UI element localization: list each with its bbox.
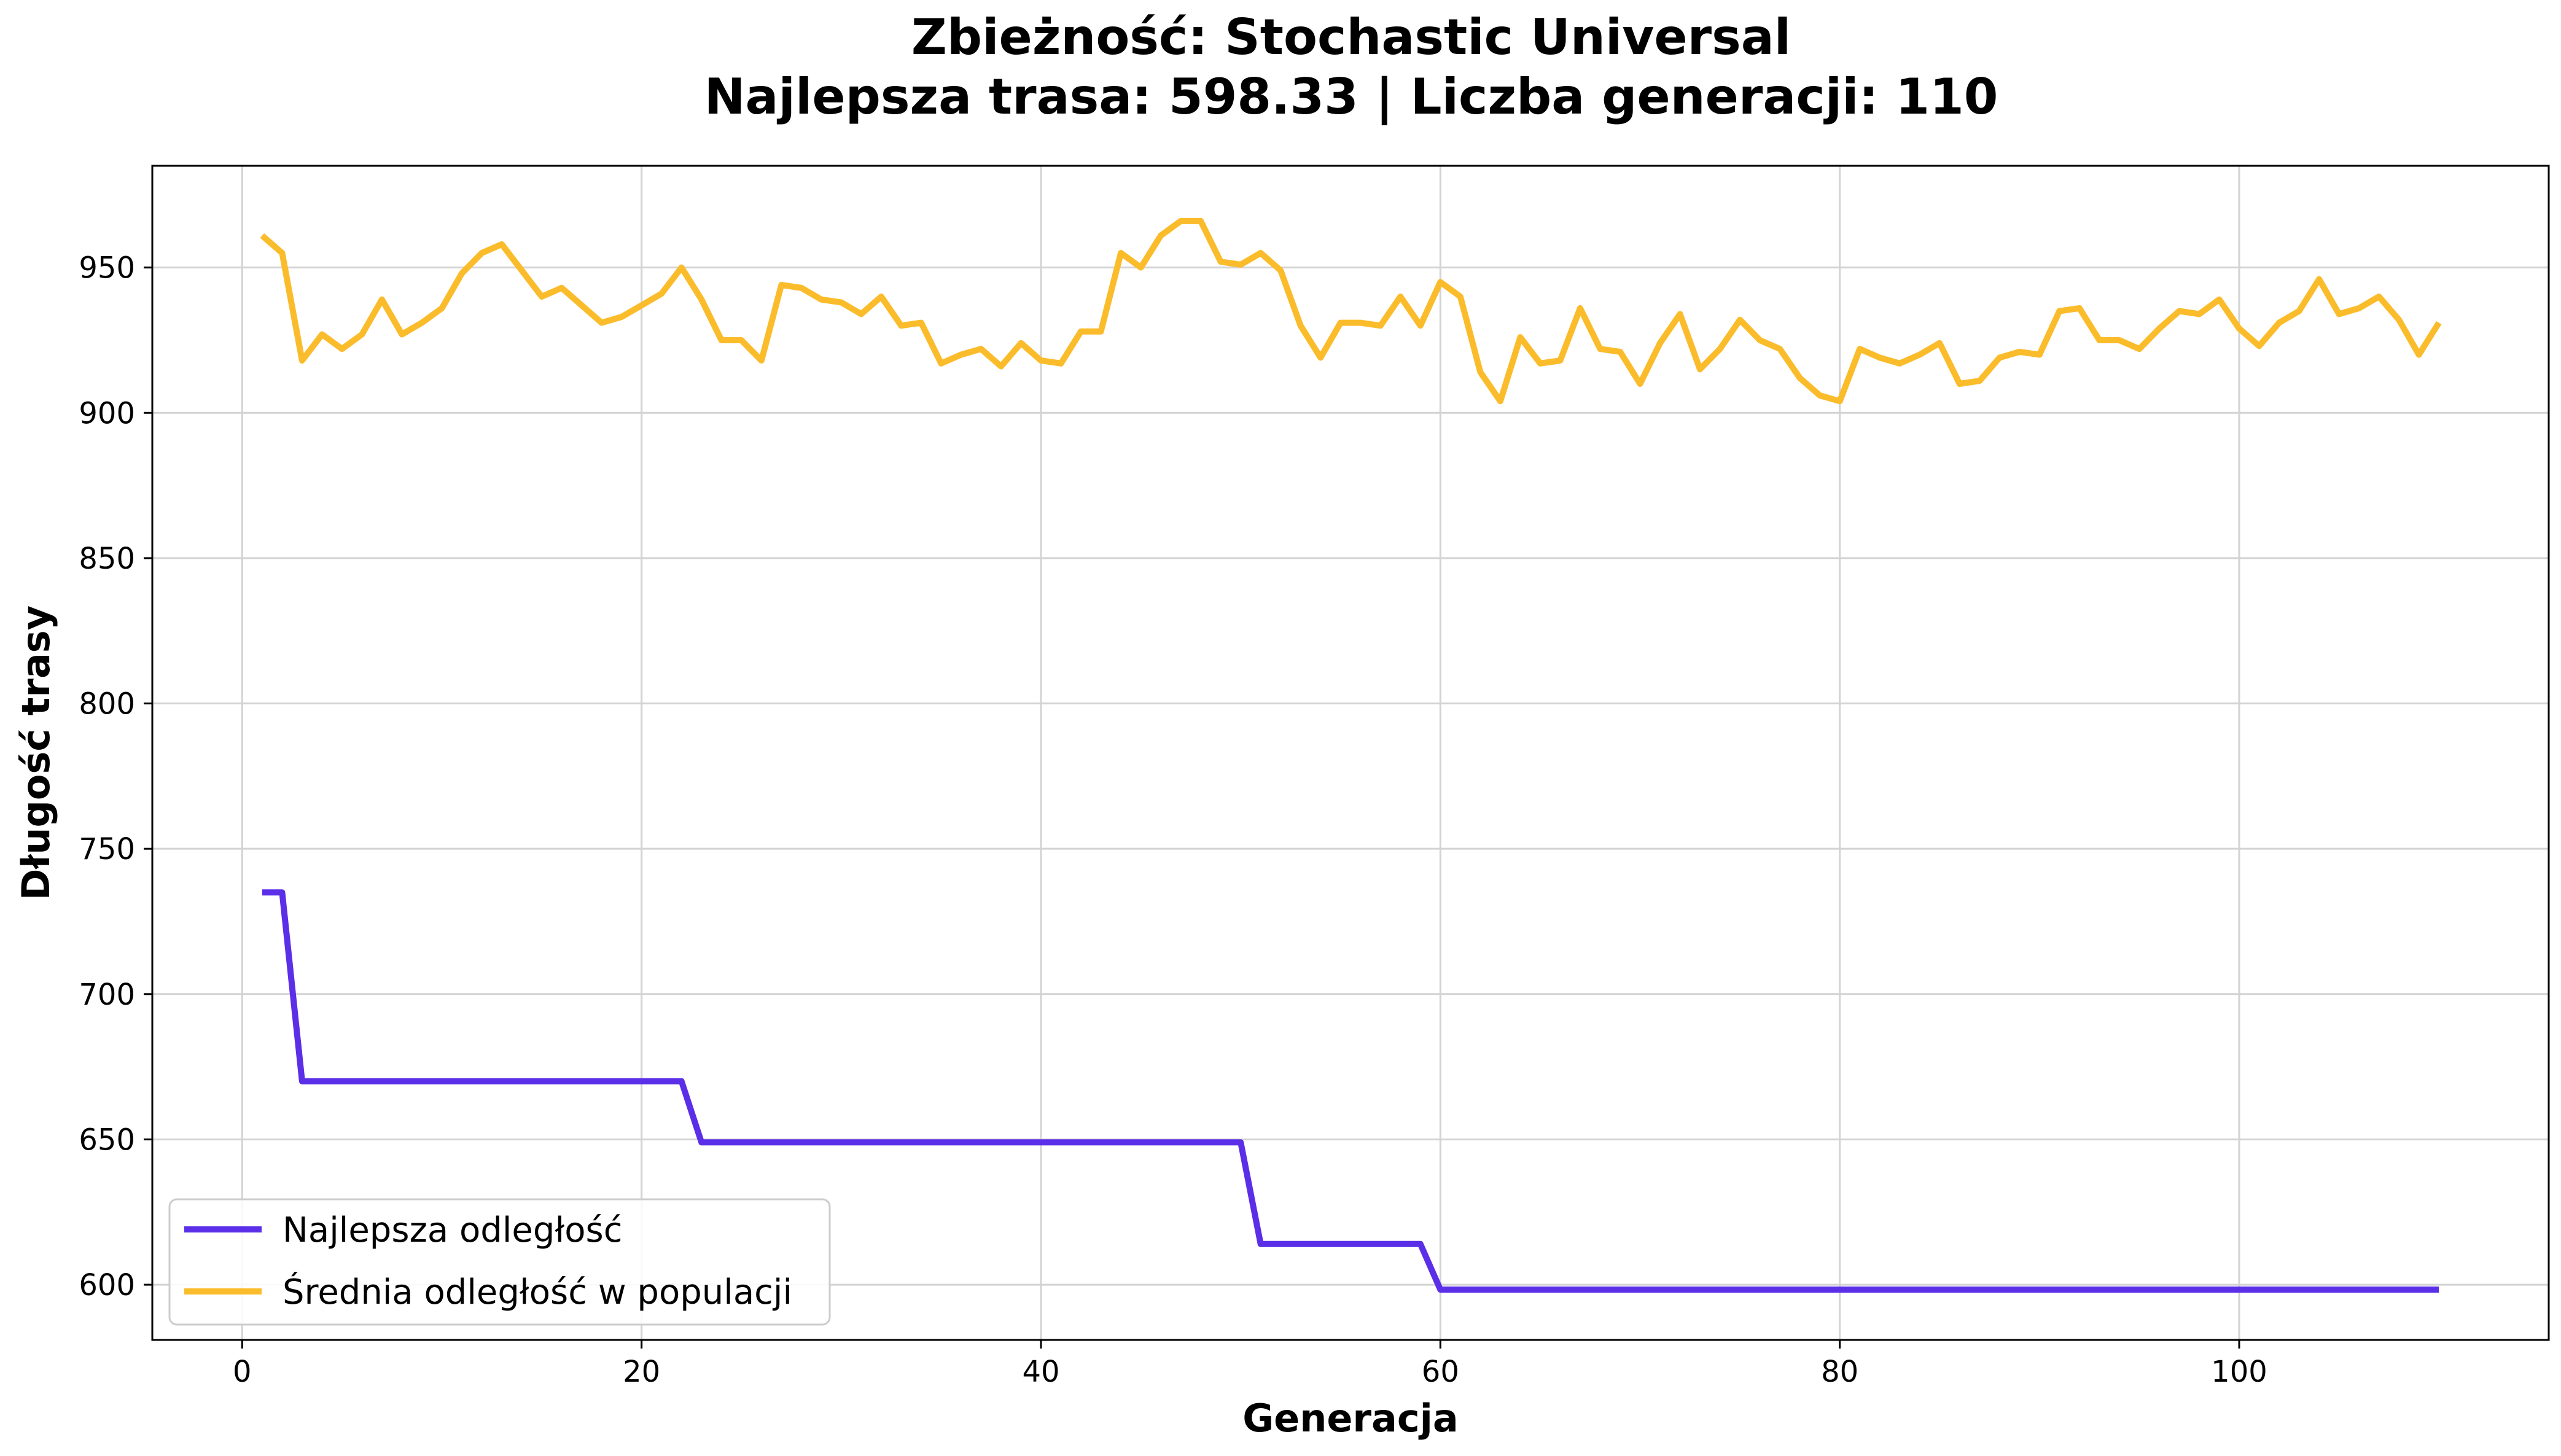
y-axis-label: Długość trasy [14,605,58,900]
y-tick-label: 900 [79,396,135,430]
legend: Najlepsza odległość Średnia odległość w … [168,1198,831,1326]
y-tick-label: 850 [79,542,135,576]
x-tick-label: 40 [1022,1355,1059,1389]
y-tick-label: 950 [79,251,135,286]
y-tick-label: 750 [79,832,135,866]
x-tick-label: 100 [2211,1355,2267,1389]
axis-ticks: 0 20 40 60 80 100 600 650 700 750 800 850 900 950 [79,251,2267,1389]
series-line-average-distance [260,217,2442,405]
series-line-best-distance [262,889,2439,1293]
x-tick-label: 20 [623,1355,660,1389]
y-tick-label: 800 [79,687,135,722]
chart-title-line1: Zbieżność: Stochastic Universal [911,9,1791,66]
y-tick-label: 600 [79,1268,135,1302]
x-tick-label: 60 [1422,1355,1459,1389]
plot-area-frame [151,165,2550,1341]
legend-box [168,1198,831,1326]
legend-label-average: Średnia odległość w populacji [283,1272,792,1312]
chart-title-line2: Najlepsza trasa: 598.33 | Liczba generac… [704,68,1998,126]
x-axis-label: Generacja [1242,1396,1458,1441]
legend-label-best: Najlepsza odległość [283,1210,623,1250]
series-lines [260,217,2442,1293]
x-tick-label: 80 [1821,1355,1858,1389]
y-tick-label: 650 [79,1123,135,1157]
y-tick-label: 700 [79,978,135,1012]
x-tick-label: 0 [233,1355,252,1389]
